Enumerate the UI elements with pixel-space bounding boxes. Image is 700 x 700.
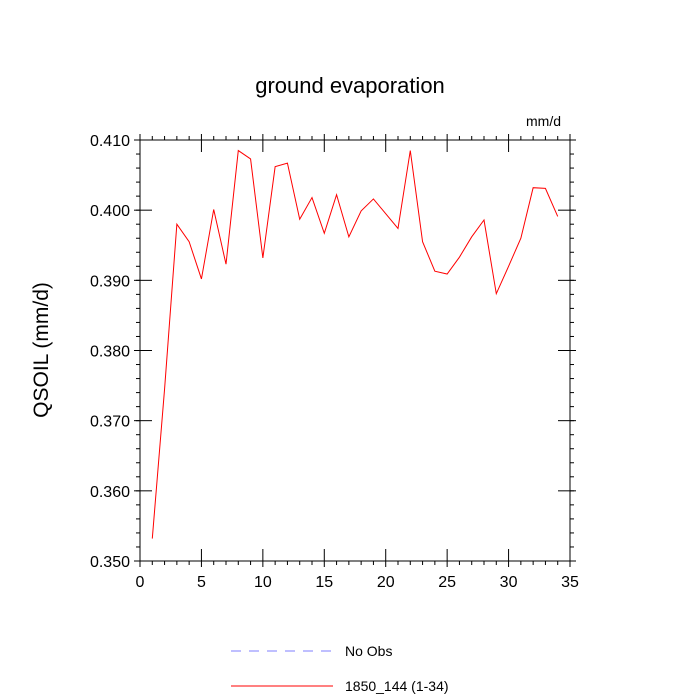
x-tick-label: 20: [377, 574, 395, 591]
legend: No Obs 1850_144 (1-34): [231, 643, 449, 694]
x-tick-label: 25: [438, 574, 456, 591]
legend-label: No Obs: [345, 643, 392, 659]
data-series: [151, 149, 559, 539]
y-tick-label: 0.400: [90, 203, 130, 220]
y-tick-label: 0.350: [90, 554, 130, 571]
y-tick-label: 0.370: [90, 414, 130, 431]
x-tick-label: 30: [500, 574, 518, 591]
y-tick-label: 0.380: [90, 344, 130, 361]
plot-frame: [139, 139, 571, 562]
x-tick-label: 5: [197, 574, 206, 591]
x-tick-label: 35: [561, 574, 579, 591]
chart-title: ground evaporation: [255, 73, 445, 98]
x-tick-label: 15: [315, 574, 333, 591]
units-label: mm/d: [526, 113, 561, 129]
y-tick-label: 0.390: [90, 273, 130, 290]
y-tick-label: 0.360: [90, 484, 130, 501]
legend-label: 1850_144 (1-34): [345, 678, 449, 694]
x-tick-label: 10: [254, 574, 272, 591]
x-tick-label: 0: [136, 574, 145, 591]
y-tick-label: 0.410: [90, 133, 130, 150]
y-axis-label: QSOIL (mm/d): [30, 282, 53, 418]
axis-ticks: [134, 134, 576, 567]
series-line: [151, 149, 559, 539]
tick-labels: 0 5 10 15 20 25 30 35 0.350 0.360 0.370 0.380 0.390 0…: [90, 133, 579, 591]
